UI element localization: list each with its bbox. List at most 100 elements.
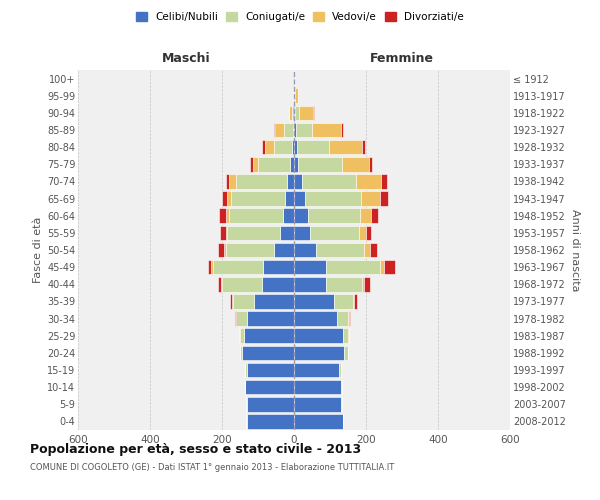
Bar: [294, 208, 308, 223]
Bar: [233, 294, 254, 308]
Bar: [337, 312, 348, 326]
Bar: [240, 328, 244, 343]
Bar: [213, 260, 263, 274]
Bar: [348, 312, 349, 326]
Bar: [219, 208, 226, 223]
Bar: [245, 380, 294, 394]
Bar: [221, 277, 222, 291]
Bar: [356, 174, 381, 188]
Bar: [222, 277, 262, 291]
Bar: [312, 122, 341, 138]
Bar: [247, 312, 294, 326]
Bar: [326, 277, 362, 291]
Bar: [235, 312, 236, 326]
Legend: Celibi/Nubili, Coniugati/e, Vedovi/e, Divorziati/e: Celibi/Nubili, Coniugati/e, Vedovi/e, Di…: [134, 10, 466, 24]
Bar: [254, 294, 294, 308]
Bar: [294, 328, 343, 343]
Y-axis label: Fasce di età: Fasce di età: [32, 217, 43, 283]
Bar: [310, 226, 359, 240]
Bar: [294, 277, 326, 291]
Y-axis label: Anni di nascita: Anni di nascita: [569, 209, 580, 291]
Bar: [242, 346, 294, 360]
Bar: [344, 346, 348, 360]
Bar: [316, 242, 364, 258]
Bar: [229, 174, 236, 188]
Bar: [294, 106, 295, 120]
Bar: [211, 260, 213, 274]
Bar: [227, 226, 280, 240]
Bar: [263, 260, 294, 274]
Text: Popolazione per età, sesso e stato civile - 2013: Popolazione per età, sesso e stato civil…: [30, 442, 361, 456]
Bar: [294, 72, 295, 86]
Bar: [341, 157, 368, 172]
Bar: [298, 157, 341, 172]
Bar: [236, 174, 287, 188]
Bar: [244, 328, 294, 343]
Bar: [253, 157, 258, 172]
Bar: [334, 294, 353, 308]
Bar: [218, 242, 224, 258]
Bar: [287, 174, 294, 188]
Bar: [371, 208, 378, 223]
Bar: [245, 362, 247, 378]
Bar: [294, 346, 344, 360]
Bar: [285, 192, 294, 206]
Bar: [240, 346, 242, 360]
Bar: [305, 192, 361, 206]
Bar: [224, 242, 226, 258]
Bar: [231, 192, 285, 206]
Bar: [290, 157, 294, 172]
Bar: [274, 140, 292, 154]
Bar: [381, 174, 386, 188]
Bar: [313, 106, 314, 120]
Bar: [294, 157, 298, 172]
Bar: [359, 226, 366, 240]
Bar: [227, 192, 231, 206]
Bar: [262, 140, 265, 154]
Bar: [247, 397, 294, 411]
Bar: [380, 260, 384, 274]
Bar: [222, 192, 227, 206]
Bar: [293, 88, 294, 103]
Bar: [294, 88, 295, 103]
Bar: [384, 260, 395, 274]
Bar: [339, 362, 341, 378]
Bar: [294, 380, 341, 394]
Bar: [265, 140, 274, 154]
Bar: [294, 192, 305, 206]
Bar: [218, 277, 221, 291]
Bar: [239, 328, 240, 343]
Bar: [354, 294, 357, 308]
Bar: [294, 362, 339, 378]
Bar: [226, 226, 227, 240]
Bar: [362, 140, 365, 154]
Bar: [247, 362, 294, 378]
Bar: [247, 414, 294, 428]
Bar: [274, 242, 294, 258]
Bar: [296, 122, 312, 138]
Bar: [236, 312, 247, 326]
Text: Maschi: Maschi: [161, 52, 211, 65]
Bar: [292, 140, 294, 154]
Bar: [275, 122, 284, 138]
Bar: [230, 294, 232, 308]
Bar: [364, 277, 370, 291]
Bar: [294, 140, 297, 154]
Bar: [226, 208, 229, 223]
Bar: [294, 242, 316, 258]
Bar: [294, 397, 341, 411]
Bar: [293, 122, 294, 138]
Bar: [308, 208, 360, 223]
Bar: [302, 174, 356, 188]
Bar: [208, 260, 211, 274]
Bar: [284, 122, 293, 138]
Bar: [229, 208, 283, 223]
Bar: [294, 294, 334, 308]
Bar: [299, 106, 313, 120]
Bar: [343, 328, 348, 343]
Bar: [294, 260, 326, 274]
Bar: [364, 242, 370, 258]
Bar: [360, 208, 371, 223]
Bar: [294, 226, 310, 240]
Bar: [232, 294, 233, 308]
